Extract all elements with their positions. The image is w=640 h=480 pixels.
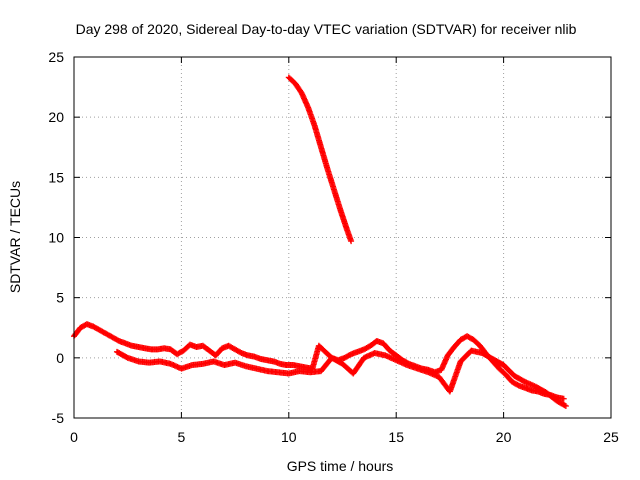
y-tick-label: 25	[48, 49, 64, 65]
y-tick-label: 10	[48, 230, 64, 246]
x-tick-label: 25	[603, 429, 619, 445]
x-tick-label: 10	[281, 429, 297, 445]
x-tick-label: 0	[70, 429, 78, 445]
series-SDTVAR-main	[71, 321, 567, 402]
series-SDTVAR-lower	[113, 347, 569, 409]
data-point	[562, 402, 569, 409]
data-point	[348, 238, 355, 245]
y-tick-label: 15	[48, 169, 64, 185]
y-axis-label: SDTVAR / TECUs	[7, 181, 23, 293]
plot-frame	[73, 56, 612, 419]
data-marks	[71, 74, 569, 409]
y-tick-label: 0	[56, 350, 64, 366]
data-point	[561, 402, 568, 409]
y-tick-label: 20	[48, 109, 64, 125]
x-tick-label: 20	[496, 429, 512, 445]
data-point	[560, 395, 567, 402]
x-axis-label: GPS time / hours	[287, 458, 394, 474]
series-SDTVAR-high	[285, 74, 355, 245]
x-tick-label: 15	[388, 429, 404, 445]
chart-title: Day 298 of 2020, Sidereal Day-to-day VTE…	[76, 21, 577, 37]
y-tick-label: -5	[52, 410, 65, 426]
y-tick-label: 5	[56, 290, 64, 306]
x-tick-label: 5	[178, 429, 186, 445]
